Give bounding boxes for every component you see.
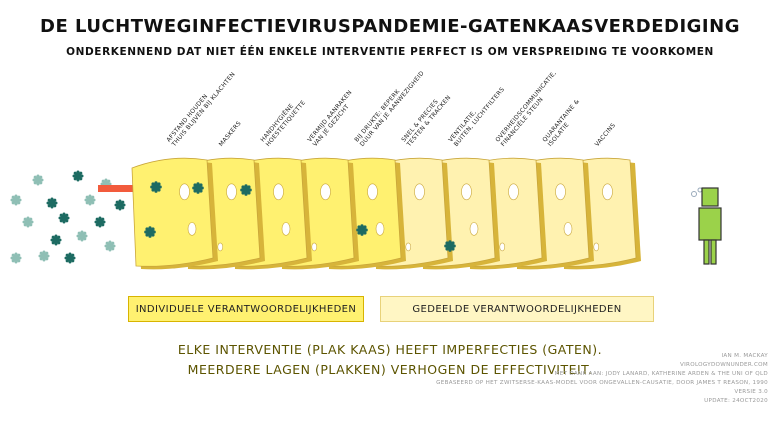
virus-particle <box>10 252 22 264</box>
virus-particle <box>104 240 116 252</box>
page-title: De luchtweginfectievirus­pandemie-gatenk… <box>40 16 740 37</box>
virus-particle <box>64 252 76 264</box>
virus-particle <box>38 250 50 262</box>
virus-particle <box>46 197 58 209</box>
virus-particle <box>72 170 84 182</box>
virus-particle <box>192 182 204 194</box>
virus-cluster <box>10 170 126 264</box>
virus-particle <box>22 216 34 228</box>
virus-particle <box>144 226 156 238</box>
individual-responsibility-bar: Individuele verantwoordelijkheden <box>128 296 364 322</box>
credits: Ian M. Mackay virologydownunder.com met … <box>348 352 768 406</box>
virus-particle <box>240 184 252 196</box>
virus-particle <box>84 194 96 206</box>
virus-particle <box>10 194 22 206</box>
credit-based-on: gebaseerd op het Zwitserse-kaas-model vo… <box>436 380 768 386</box>
virus-particle <box>94 216 106 228</box>
virus-particle <box>32 174 44 186</box>
cheese-slice-1 <box>131 157 218 270</box>
credit-author: Ian M. Mackay <box>721 353 768 359</box>
virus-particle <box>58 212 70 224</box>
virus-particles-passing <box>144 181 456 252</box>
page-subtitle: Onderkennend dat niet één enkele interve… <box>66 46 714 58</box>
virus-particle <box>444 240 456 252</box>
person-icon <box>691 187 722 265</box>
virus-particle <box>114 199 126 211</box>
credit-thanks: met dank aan: Jody Lanard, Katherine Ard… <box>554 371 768 377</box>
shared-responsibility-bar: Gedeelde verantwoordelijkheden <box>380 296 654 322</box>
virus-particle <box>356 224 368 236</box>
virus-particle <box>150 181 162 193</box>
credit-site: virologydownunder.com <box>679 362 768 368</box>
caption-line-1: Elke interventie (plak kaas) heeft imper… <box>177 342 603 357</box>
caption-line-2: Meerdere lagen (plakken) verhogen de eff… <box>187 362 593 377</box>
cheese-slices <box>98 157 641 270</box>
virus-particle <box>50 234 62 246</box>
credit-version: versie 3.0 <box>734 389 768 395</box>
virus-particle <box>76 230 88 242</box>
credit-update: update: 24oct2020 <box>704 398 768 404</box>
